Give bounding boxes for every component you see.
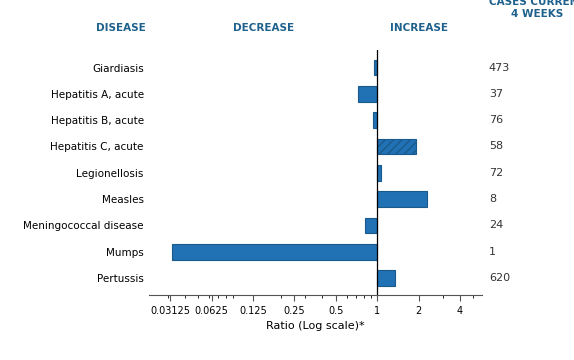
Text: DISEASE: DISEASE <box>96 23 146 33</box>
Bar <box>377 270 395 286</box>
Bar <box>377 191 427 207</box>
Bar <box>377 139 416 154</box>
Text: 620: 620 <box>489 273 510 283</box>
Text: 473: 473 <box>489 63 510 72</box>
X-axis label: Ratio (Log scale)*: Ratio (Log scale)* <box>266 321 365 331</box>
Text: 37: 37 <box>489 89 503 99</box>
Text: 8: 8 <box>489 194 496 204</box>
Bar <box>377 165 381 181</box>
Bar <box>358 86 377 102</box>
Text: 1: 1 <box>489 247 496 257</box>
Text: 58: 58 <box>489 141 503 152</box>
Bar <box>374 60 377 75</box>
Text: INCREASE: INCREASE <box>390 23 448 33</box>
Bar <box>373 112 377 128</box>
Text: 76: 76 <box>489 115 503 125</box>
Text: CASES CURRENT
4 WEEKS: CASES CURRENT 4 WEEKS <box>489 0 574 19</box>
Bar <box>365 217 377 233</box>
Text: 72: 72 <box>489 168 503 178</box>
Bar <box>172 244 377 260</box>
Text: 24: 24 <box>489 220 503 230</box>
Text: DECREASE: DECREASE <box>232 23 294 33</box>
